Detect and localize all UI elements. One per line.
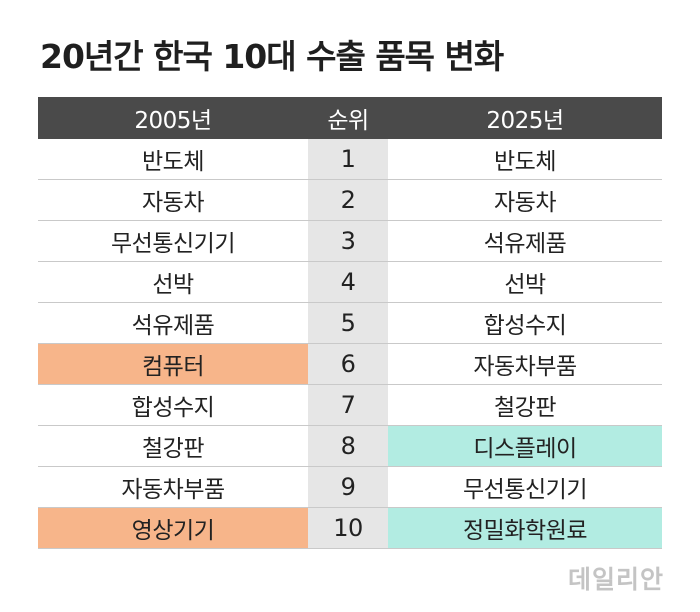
table-row: 자동차 2 자동차 (38, 180, 662, 221)
item-2005: 합성수지 (131, 395, 215, 421)
item-2025-new: 디스플레이 (388, 426, 662, 466)
item-2025-new: 정밀화학원료 (388, 508, 662, 548)
item-2005: 자동차 (142, 190, 204, 216)
rank-number: 9 (308, 467, 388, 507)
page-title: 20년간 한국 10대 수출 품목 변화 (40, 37, 504, 76)
table-row: 석유제품 5 합성수지 (38, 303, 662, 344)
table-row: 철강판 8 디스플레이 (38, 426, 662, 467)
item-2005: 무선통신기기 (111, 231, 235, 257)
table-row: 합성수지 7 철강판 (38, 385, 662, 426)
table-row: 선박 4 선박 (38, 262, 662, 303)
rank-number: 8 (308, 426, 388, 466)
rank-number: 6 (308, 344, 388, 384)
rank-number: 5 (308, 303, 388, 343)
item-2025: 철강판 (494, 395, 556, 421)
table-header-row: 2005년 순위 2025년 (38, 97, 662, 139)
rank-number: 2 (308, 180, 388, 220)
item-2025: 반도체 (494, 149, 556, 175)
header-rank: 순위 (308, 97, 388, 139)
rank-number: 4 (308, 262, 388, 302)
rank-number: 3 (308, 221, 388, 261)
header-2025: 2025년 (388, 97, 662, 139)
table-row: 무선통신기기 3 석유제품 (38, 221, 662, 262)
item-2005-dropped: 영상기기 (38, 508, 308, 548)
export-ranking-table: 2005년 순위 2025년 반도체 1 반도체 자동차 2 자동차 무선통신기… (38, 97, 662, 549)
publisher-watermark: 데일리안 (567, 565, 664, 594)
table-row: 자동차부품 9 무선통신기기 (38, 467, 662, 508)
item-2005: 선박 (152, 272, 194, 298)
item-2025: 무선통신기기 (463, 477, 587, 503)
item-2005-dropped: 컴퓨터 (38, 344, 308, 384)
table-row: 컴퓨터 6 자동차부품 (38, 344, 662, 385)
item-2025: 자동차부품 (473, 354, 577, 380)
rank-number: 7 (308, 385, 388, 425)
item-2005: 반도체 (142, 149, 204, 175)
item-2005: 자동차부품 (121, 477, 225, 503)
table-row: 반도체 1 반도체 (38, 139, 662, 180)
item-2025: 합성수지 (483, 313, 567, 339)
item-2005: 석유제품 (131, 313, 215, 339)
item-2025: 자동차 (494, 190, 556, 216)
table-row: 영상기기 10 정밀화학원료 (38, 508, 662, 549)
rank-number: 10 (308, 508, 388, 548)
rank-number: 1 (308, 139, 388, 179)
item-2005: 철강판 (142, 436, 204, 462)
header-2005: 2005년 (38, 97, 308, 139)
item-2025: 석유제품 (483, 231, 567, 257)
item-2025: 선박 (504, 272, 546, 298)
